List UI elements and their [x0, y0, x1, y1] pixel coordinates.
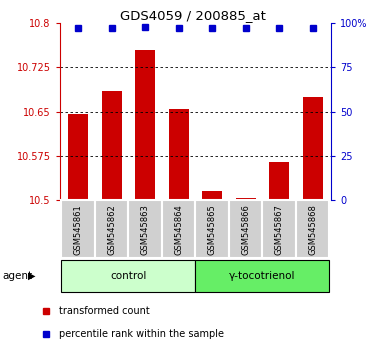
Text: GSM545866: GSM545866	[241, 204, 250, 255]
Text: γ-tocotrienol: γ-tocotrienol	[229, 271, 296, 281]
Bar	[61, 200, 95, 258]
Text: GDS4059 / 200885_at: GDS4059 / 200885_at	[120, 9, 265, 22]
Bar	[195, 200, 229, 258]
Bar	[263, 200, 296, 258]
Text: transformed count: transformed count	[59, 306, 150, 316]
Text: percentile rank within the sample: percentile rank within the sample	[59, 329, 224, 339]
Text: GSM545865: GSM545865	[208, 204, 217, 255]
Text: ▶: ▶	[28, 271, 35, 281]
Bar	[68, 114, 88, 200]
Bar	[135, 50, 155, 200]
Bar	[202, 191, 222, 200]
Bar	[229, 200, 263, 258]
Bar	[95, 200, 128, 258]
Text: agent: agent	[2, 271, 32, 281]
Text: GSM545863: GSM545863	[141, 204, 150, 255]
Bar	[61, 260, 195, 292]
Text: GSM545868: GSM545868	[308, 204, 317, 255]
Bar	[102, 91, 122, 200]
Bar	[269, 162, 289, 200]
Bar	[162, 200, 196, 258]
Bar	[195, 260, 330, 292]
Text: GSM545867: GSM545867	[275, 204, 284, 255]
Bar	[296, 200, 330, 258]
Bar	[169, 109, 189, 200]
Bar	[128, 200, 162, 258]
Bar	[236, 198, 256, 200]
Text: GSM545864: GSM545864	[174, 204, 183, 255]
Text: GSM545862: GSM545862	[107, 204, 116, 255]
Text: GSM545861: GSM545861	[74, 204, 83, 255]
Bar	[303, 97, 323, 200]
Text: control: control	[110, 271, 147, 281]
